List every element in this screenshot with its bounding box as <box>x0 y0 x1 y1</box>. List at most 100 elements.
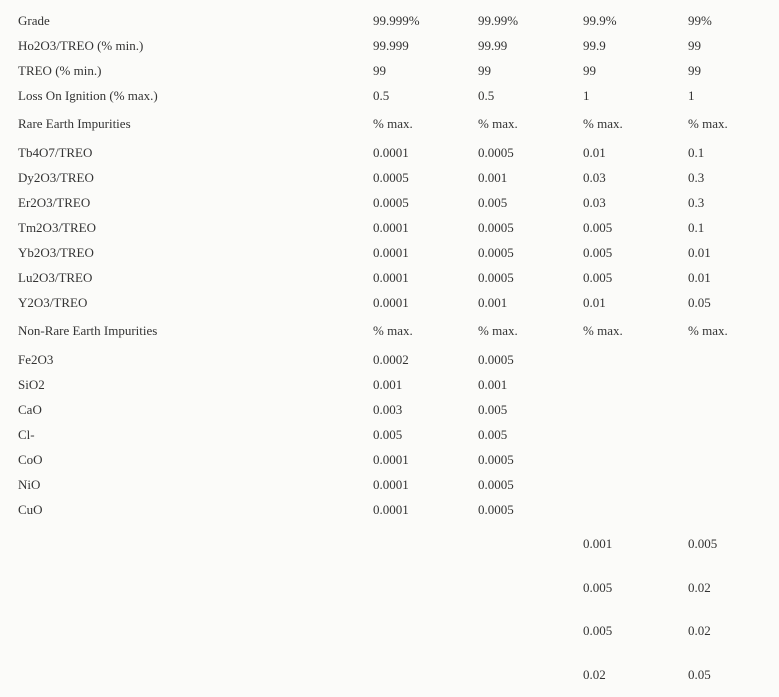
cell: 99% <box>688 8 779 33</box>
cell <box>688 447 779 472</box>
merged-cell: 0.02 <box>583 663 688 688</box>
unit: % max. <box>688 108 779 140</box>
cell: 99.999% <box>373 8 478 33</box>
cell: 0.0005 <box>478 447 583 472</box>
row-label: Lu2O3/TREO <box>18 265 373 290</box>
cell: 99.99% <box>478 8 583 33</box>
cell <box>688 372 779 397</box>
cell: 0.03 <box>583 165 688 190</box>
unit: % max. <box>478 315 583 347</box>
cell: 0.0001 <box>373 290 478 315</box>
row-label: Yb2O3/TREO <box>18 240 373 265</box>
cell: 0.005 <box>583 265 688 290</box>
cell: 0.0001 <box>373 140 478 165</box>
row-label: TREO (% min.) <box>18 58 373 83</box>
cell: 0.005 <box>478 397 583 422</box>
row-label: Y2O3/TREO <box>18 290 373 315</box>
cell: 0.005 <box>373 422 478 447</box>
cell: 0.0001 <box>373 240 478 265</box>
cell: 0.0005 <box>478 472 583 497</box>
merged-cell: 0.001 <box>583 531 688 556</box>
cell: 1 <box>688 83 779 108</box>
cell: 99.99 <box>478 33 583 58</box>
cell: 0.001 <box>478 290 583 315</box>
cell: 0.001 <box>478 372 583 397</box>
unit: % max. <box>583 315 688 347</box>
cell <box>583 372 688 397</box>
cell: 1 <box>583 83 688 108</box>
unit: % max. <box>478 108 583 140</box>
merged-cell: 0.02 <box>688 575 779 600</box>
cell <box>583 447 688 472</box>
row-label: Loss On Ignition (% max.) <box>18 83 373 108</box>
section-rare-earth: Rare Earth Impurities % max. % max. % ma… <box>18 108 761 140</box>
cell: 0.01 <box>583 140 688 165</box>
cell: 0.003 <box>373 397 478 422</box>
rare-earth-rows: Tb4O7/TREO0.00010.00050.010.1Dy2O3/TREO0… <box>18 140 761 315</box>
cell <box>583 422 688 447</box>
cell: 0.01 <box>583 290 688 315</box>
cell: 0.0005 <box>478 240 583 265</box>
merged-column-3: 0.001 0.005 0.005 0.02 <box>583 522 688 697</box>
cell <box>583 347 688 372</box>
cell <box>688 497 779 522</box>
cell: 0.005 <box>478 190 583 215</box>
merged-cell: 0.005 <box>583 619 688 644</box>
cell: 0.0005 <box>373 190 478 215</box>
cell: 0.005 <box>478 422 583 447</box>
cell: 99.9% <box>583 8 688 33</box>
cell: 0.0005 <box>478 497 583 522</box>
cell: 99.999 <box>373 33 478 58</box>
cell <box>688 397 779 422</box>
merged-cell: 0.005 <box>583 575 688 600</box>
cell: 0.5 <box>478 83 583 108</box>
row-label: CuO <box>18 497 373 522</box>
cell: 99 <box>583 58 688 83</box>
unit: % max. <box>583 108 688 140</box>
cell: 0.0005 <box>478 265 583 290</box>
cell: 0.0005 <box>478 215 583 240</box>
row-label: Ho2O3/TREO (% min.) <box>18 33 373 58</box>
cell: 0.3 <box>688 165 779 190</box>
cell: 0.0001 <box>373 265 478 290</box>
merged-cell: 0.005 <box>688 531 779 556</box>
section-title: Rare Earth Impurities <box>18 108 373 140</box>
cell: 0.001 <box>373 372 478 397</box>
cell: 0.0001 <box>373 215 478 240</box>
cell: 0.05 <box>688 290 779 315</box>
cell: 0.0005 <box>478 347 583 372</box>
cell: 0.0005 <box>373 165 478 190</box>
row-label: CoO <box>18 447 373 472</box>
cell: 99 <box>478 58 583 83</box>
row-label: Er2O3/TREO <box>18 190 373 215</box>
cell: 0.005 <box>583 240 688 265</box>
unit: % max. <box>688 315 779 347</box>
cell: 0.03 <box>583 190 688 215</box>
cell: 0.0001 <box>373 497 478 522</box>
cell: 0.0001 <box>373 472 478 497</box>
cell: 99 <box>688 58 779 83</box>
unit: % max. <box>373 108 478 140</box>
cell <box>583 497 688 522</box>
cell: 99 <box>688 33 779 58</box>
cell <box>688 472 779 497</box>
cell: 0.3 <box>688 190 779 215</box>
cell <box>688 347 779 372</box>
cell: 0.0002 <box>373 347 478 372</box>
section-non-rare-earth: Non-Rare Earth Impurities % max. % max. … <box>18 315 761 347</box>
row-label: CaO <box>18 397 373 422</box>
row-label: Dy2O3/TREO <box>18 165 373 190</box>
merged-column-4: 0.0050.020.020.05 <box>688 522 779 697</box>
row-label: NiO <box>18 472 373 497</box>
cell: 0.5 <box>373 83 478 108</box>
section-title: Non-Rare Earth Impurities <box>18 315 373 347</box>
row-label: SiO2 <box>18 372 373 397</box>
row-label: Grade <box>18 8 373 33</box>
cell: 0.01 <box>688 265 779 290</box>
cell: 0.005 <box>583 215 688 240</box>
unit: % max. <box>373 315 478 347</box>
cell: 0.1 <box>688 140 779 165</box>
cell: 0.0001 <box>373 447 478 472</box>
cell: 0.01 <box>688 240 779 265</box>
cell <box>583 397 688 422</box>
